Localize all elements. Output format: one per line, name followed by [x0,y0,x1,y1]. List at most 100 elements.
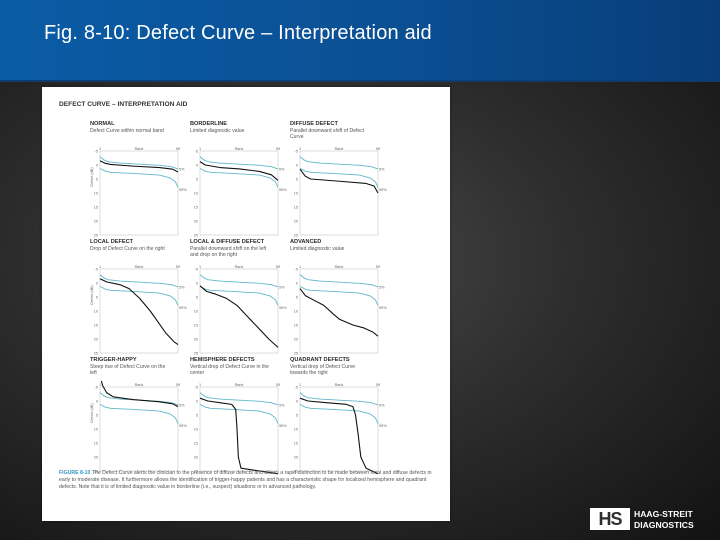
y-tick-label: 0 [96,281,98,285]
y-tick-label: 10 [294,309,298,313]
y-tick-label: 5 [96,413,98,417]
x-axis-label: Rank [335,383,344,387]
defect-curve-chart: Rank 1 59 -5 0 5 10 15 20 25 5% 95% [294,265,387,355]
band-label: 95% [379,188,387,192]
panel-title: NORMAL [90,121,115,127]
y-tick-label: 10 [294,427,298,431]
y-tick-label: 20 [194,337,198,341]
defect-curve-panel: QUADRANT DEFECTS Vertical drop of Defect … [290,357,408,479]
band-label: 5% [279,404,285,408]
y-tick-label: 20 [294,337,298,341]
y-tick-label: 10 [194,309,198,313]
y-tick-label: 25 [94,351,98,355]
band-upper-5pct [299,392,379,406]
plot-frame [199,268,279,354]
y-tick-label: -5 [95,267,98,271]
y-tick-label: 5 [196,295,198,299]
defect-curve-line [100,381,179,408]
panel-description: Vertical drop of Defect Curve towards th… [290,364,356,377]
panel-description: Vertical drop of Defect Curve in the cen… [190,364,269,377]
y-tick-label: 15 [294,205,298,209]
y-tick-label: -5 [95,149,98,153]
x-axis-label: Rank [135,147,144,151]
band-label: 5% [179,168,185,172]
panel-title: LOCAL DEFECT [90,239,134,245]
band-lower-95pct [299,285,379,306]
band-label: 5% [279,286,285,290]
y-tick-label: 20 [94,219,98,223]
band-label: 5% [379,286,385,290]
defect-curve-panel: LOCAL & DIFFUSE DEFECT Parallel downward … [190,239,308,361]
y-tick-label: 15 [94,205,98,209]
defect-curve-panel: LOCAL DEFECT Drop of Defect Curve on the … [90,239,208,361]
y-tick-label: 10 [294,191,298,195]
x-tick-label: 1 [299,147,301,151]
defect-curve-line [199,285,279,348]
x-tick-label: 1 [99,147,101,151]
figure-image: DEFECT CURVE – INTERPRETATION AID NORMAL… [42,87,450,521]
logo-mark: HS [590,508,630,530]
x-tick-label: 59 [276,383,280,387]
band-label: 5% [379,404,385,408]
y-tick-label: 15 [94,441,98,445]
band-lower-95pct [199,285,279,306]
y-tick-label: 25 [194,233,198,237]
band-lower-95pct [199,403,279,424]
y-tick-label: -5 [295,149,298,153]
x-tick-label: 59 [176,147,180,151]
band-label: 95% [179,424,187,428]
y-tick-label: 25 [94,469,98,473]
defect-curve-line [299,288,379,337]
figure-title: DEFECT CURVE – INTERPRETATION AID [59,101,188,108]
band-lower-95pct [99,403,179,424]
panel-title: ADVANCED [290,239,322,245]
defect-curve-line [299,168,379,194]
plot-frame [99,386,179,472]
y-tick-label: 25 [294,469,298,473]
defect-curve-panel: DIFFUSE DEFECT Parallel downward shift of… [290,121,408,243]
defect-curve-chart: Rank 1 59 -5 0 5 10 15 20 25 5% 95% [194,383,287,475]
y-tick-label: 5 [296,295,298,299]
defect-curve-chart: Rank 1 59 -5 0 5 10 15 20 25 5% 95% [294,147,387,237]
band-lower-95pct [199,167,279,188]
defect-curve-chart: Rank 1 59 -5 0 5 10 15 20 25 5% 95% [294,383,387,475]
x-axis-label: Rank [135,383,144,387]
band-label: 95% [179,306,187,310]
y-tick-label: 20 [194,219,198,223]
x-axis-label: Rank [235,383,244,387]
y-tick-label: 0 [196,399,198,403]
y-tick-label: -5 [295,385,298,389]
panel-description: Defect Curve within normal band [90,128,164,134]
y-tick-label: 20 [94,337,98,341]
x-tick-label: 1 [299,265,301,269]
y-tick-label: 25 [194,351,198,355]
plot-frame [199,386,279,472]
band-label: 95% [179,188,187,192]
plot-frame [99,150,179,236]
y-tick-label: 0 [96,399,98,403]
y-tick-label: 15 [194,441,198,445]
x-axis-label: Rank [335,147,344,151]
y-tick-label: 5 [296,413,298,417]
band-label: 95% [379,306,387,310]
plot-frame [199,150,279,236]
y-tick-label: -5 [95,385,98,389]
defect-curve-panel: BORDERLINE Limited diagnostic value Rank 1 5… [190,121,308,243]
x-tick-label: 59 [276,147,280,151]
band-lower-95pct [299,403,379,424]
y-tick-label: 5 [96,177,98,181]
panel-title: QUADRANT DEFECTS [290,357,350,363]
y-tick-label: 20 [294,455,298,459]
defect-curve-panel: ADVANCED Limited diagnostic value Rank 1 59 -… [290,239,408,361]
x-axis-label: Rank [335,265,344,269]
band-lower-95pct [99,285,179,306]
y-tick-label: 20 [194,455,198,459]
defect-curve-chart: Rank 1 59 -5 0 5 10 15 20 25 Defect (dB) 5% 95% [90,381,187,473]
y-tick-label: 5 [196,177,198,181]
band-label: 5% [179,286,185,290]
y-tick-label: 15 [194,205,198,209]
y-tick-label: 10 [94,191,98,195]
band-label: 95% [279,188,287,192]
defect-curve-panel: NORMAL Defect Curve within normal band Ran… [90,121,208,243]
panel-description: Steep rise of Defect Curve on the left [90,364,166,377]
